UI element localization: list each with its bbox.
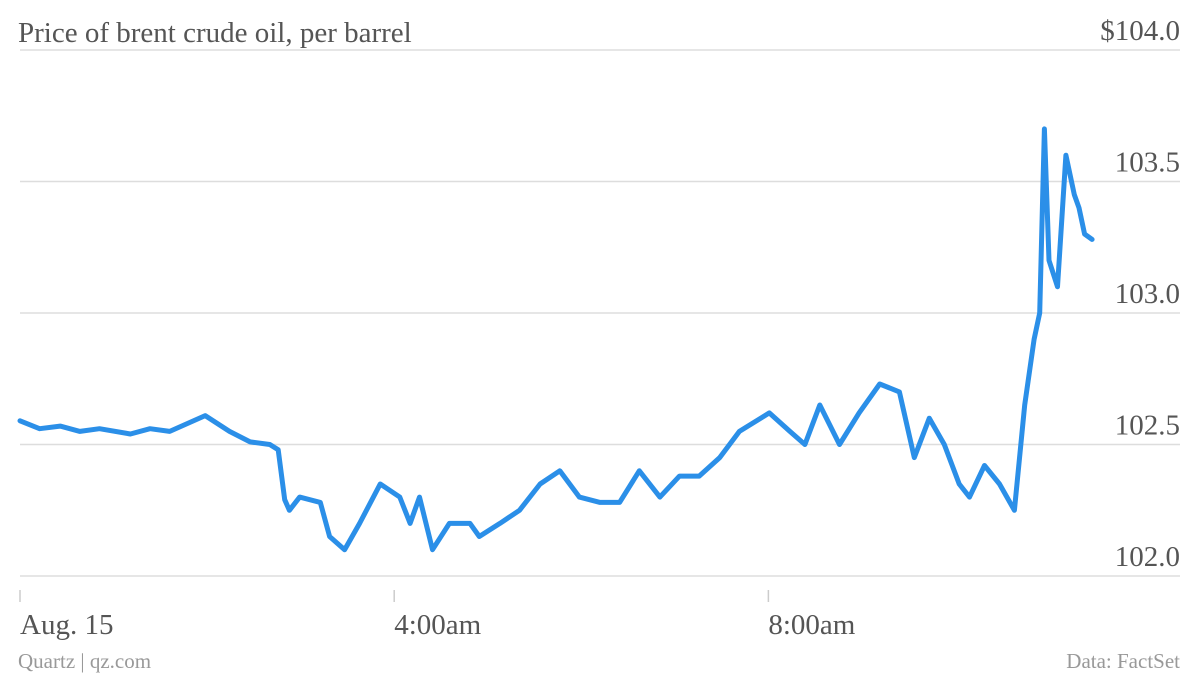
- source: Data: FactSet: [1066, 649, 1180, 673]
- credit: Quartz | qz.com: [18, 649, 151, 673]
- chart-title: Price of brent crude oil, per barrel: [18, 17, 412, 49]
- x-tick-label: 4:00am: [394, 609, 481, 641]
- y-tick-label: $104.0: [1100, 15, 1180, 47]
- y-tick-label: 103.0: [1115, 278, 1180, 310]
- x-tick-label: Aug. 15: [20, 609, 113, 641]
- price-line: [17, 126, 1095, 553]
- y-tick-label: 102.0: [1115, 541, 1180, 573]
- y-tick-label: 102.5: [1115, 410, 1180, 442]
- x-tick-label: 8:00am: [768, 609, 855, 641]
- y-tick-label: 103.5: [1115, 147, 1180, 179]
